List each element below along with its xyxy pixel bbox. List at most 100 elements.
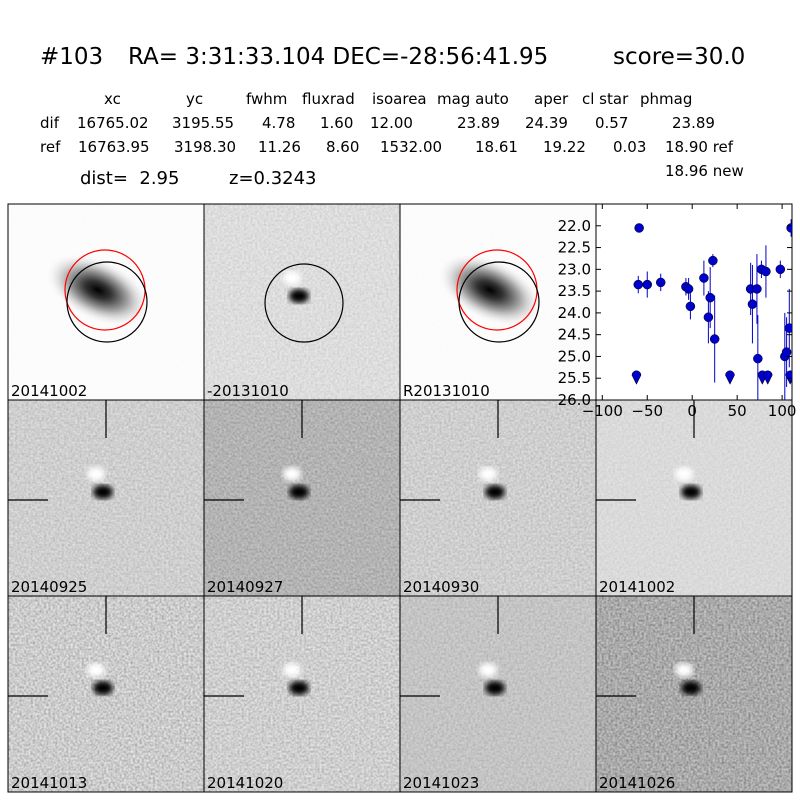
point xyxy=(761,266,771,277)
table-cell: 8.60 xyxy=(326,138,359,156)
panel-label: 20140927 xyxy=(207,578,283,596)
distance: dist= 2.95 xyxy=(80,168,179,189)
image-features xyxy=(204,596,309,697)
column-header: fluxrad xyxy=(302,90,355,108)
column-header: cl star xyxy=(582,90,629,108)
panel-label: -20131010 xyxy=(207,382,289,400)
table-cell: 0.03 xyxy=(613,138,646,156)
image-features xyxy=(46,249,150,343)
x-tick-label: 100 xyxy=(768,402,797,420)
upper-limit xyxy=(762,370,773,385)
point xyxy=(709,334,720,344)
y-tick-label: 22.0 xyxy=(558,217,591,235)
positive-blob xyxy=(479,467,497,481)
point xyxy=(683,284,694,294)
upper-limit xyxy=(631,370,642,385)
column-header: isoarea xyxy=(372,90,427,108)
panel-label: 20141026 xyxy=(599,774,675,792)
point xyxy=(699,273,709,283)
plot-area xyxy=(595,203,793,401)
image-features xyxy=(400,400,505,501)
table-cell: 16763.95 xyxy=(78,138,150,156)
upper-limit xyxy=(725,370,735,385)
column-header: yc xyxy=(186,90,203,108)
point xyxy=(775,264,786,275)
column-header: mag auto xyxy=(437,90,509,108)
x-tick-label: 50 xyxy=(728,402,747,420)
negative-blob xyxy=(93,681,113,695)
table-cell: 18.90 ref xyxy=(665,138,734,156)
negative-blob xyxy=(93,485,113,499)
row-label: dif xyxy=(40,114,60,132)
det-circle xyxy=(264,263,344,343)
point xyxy=(752,284,762,294)
negative-blob xyxy=(485,681,505,695)
point xyxy=(784,323,792,333)
panel-label: 20141013 xyxy=(11,774,87,792)
panel-label: 20141020 xyxy=(207,774,283,792)
positive-blob xyxy=(479,663,497,677)
panel-label: R20131010 xyxy=(403,382,490,400)
panel-label: 20141023 xyxy=(403,774,479,792)
positive-blob xyxy=(283,467,301,481)
positive-blob xyxy=(675,663,693,677)
image-features xyxy=(264,263,344,343)
image-features xyxy=(438,249,542,343)
new-mag: 18.96 new xyxy=(665,162,744,180)
table-cell: 18.61 xyxy=(475,138,518,156)
x-tick-label: −50 xyxy=(631,402,663,420)
table-cell: 24.39 xyxy=(525,114,568,132)
table-cell: 19.22 xyxy=(543,138,586,156)
point xyxy=(703,312,714,322)
point xyxy=(753,353,763,364)
negative-blob xyxy=(289,681,309,695)
panel-label: 20140930 xyxy=(403,578,479,596)
object-id: #103 xyxy=(40,44,103,70)
image-features xyxy=(400,596,505,697)
point xyxy=(747,299,758,309)
panel-label: 20141002 xyxy=(599,578,675,596)
positive-blob xyxy=(283,271,301,285)
table-cell: 4.78 xyxy=(262,114,295,132)
galaxy xyxy=(46,254,150,326)
positive-blob xyxy=(675,467,693,481)
table-cell: 3195.55 xyxy=(172,114,234,132)
y-tick-label: 25.0 xyxy=(558,347,591,365)
y-tick-label: 23.5 xyxy=(558,282,591,300)
column-header: fwhm xyxy=(246,90,287,108)
image-features xyxy=(596,400,701,501)
point xyxy=(642,279,652,290)
point xyxy=(705,292,715,303)
y-tick-label: 23.0 xyxy=(558,260,591,278)
table-cell: 16765.02 xyxy=(77,114,149,132)
x-tick-label: 0 xyxy=(687,402,697,420)
point xyxy=(634,223,644,233)
negative-blob xyxy=(681,681,701,695)
positive-blob xyxy=(283,663,301,677)
image-features xyxy=(8,400,113,501)
det-circle xyxy=(66,261,148,343)
table-cell: 0.57 xyxy=(595,114,628,132)
negative-blob xyxy=(681,485,701,499)
table-cell: 12.00 xyxy=(370,114,413,132)
negative-blob xyxy=(485,485,505,499)
light-curve: 22.0 22.5 23.0 23.5 24.0 24.5 25.0 25.5 26.0−100… xyxy=(558,203,797,420)
point xyxy=(708,255,718,266)
point xyxy=(633,279,644,290)
column-header: aper xyxy=(534,90,569,108)
point xyxy=(685,301,696,312)
positive-blob xyxy=(87,467,105,481)
row-label: ref xyxy=(40,138,61,156)
column-header: phmag xyxy=(640,90,692,108)
negative-blob xyxy=(289,289,309,303)
plot-marks xyxy=(631,219,792,400)
det-circle xyxy=(458,261,540,343)
y-tick-label: 24.0 xyxy=(558,304,591,322)
table-cell: 3198.30 xyxy=(174,138,236,156)
galaxy xyxy=(438,254,542,326)
table-cell: 11.26 xyxy=(258,138,301,156)
column-header: xc xyxy=(104,90,121,108)
upper-limit xyxy=(785,370,792,385)
table-cell: 1532.00 xyxy=(380,138,442,156)
